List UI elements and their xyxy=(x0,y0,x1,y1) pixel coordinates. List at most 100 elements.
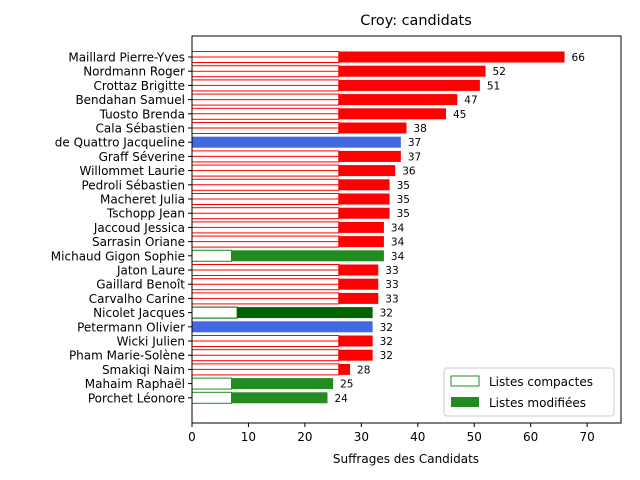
bar-value-label: 66 xyxy=(572,52,586,64)
legend-box xyxy=(443,367,615,417)
bar-modified xyxy=(338,349,373,361)
y-tick-label: Petermann Olivier xyxy=(77,320,185,334)
legend-label-modifiees: Listes modifiées xyxy=(489,396,586,410)
bar-modified xyxy=(338,150,401,162)
y-tick-label: Maillard Pierre-Yves xyxy=(68,51,185,65)
bar-value-label: 33 xyxy=(385,293,398,305)
y-tick-label: Carvalho Carine xyxy=(89,292,185,306)
value-labels-group: 66 52 51 47 45 38 37 37 36 35 35 35 34 34 34 33 33 33 32 32… xyxy=(334,52,585,405)
y-tick-label: Cala Sébastien xyxy=(96,122,185,136)
bar-value-label: 45 xyxy=(453,109,466,121)
x-tick-label: 30 xyxy=(354,430,369,444)
y-tick-label: Wicki Julien xyxy=(117,335,185,349)
bar-value-label: 52 xyxy=(493,66,506,78)
bar-value-label: 25 xyxy=(340,379,353,391)
x-tick-label: 40 xyxy=(410,430,425,444)
y-tick-label: Sarrasin Oriane xyxy=(92,235,185,249)
bar-modified xyxy=(231,250,384,262)
bar-modified xyxy=(338,65,486,77)
x-tick-label: 70 xyxy=(579,430,594,444)
bar-value-label: 36 xyxy=(402,166,416,178)
bar-value-label: 34 xyxy=(391,251,405,263)
y-tick-label: Gaillard Benoît xyxy=(96,278,185,292)
x-axis-label: Suffrages des Candidats xyxy=(333,452,479,466)
bar-modified xyxy=(338,51,565,63)
x-axis: 0 10 20 30 40 50 60 70 xyxy=(188,423,595,444)
x-tick-label: 10 xyxy=(241,430,256,444)
y-tick-label: Jaton Laure xyxy=(116,264,185,278)
bar-compact xyxy=(191,306,238,319)
bar-modified xyxy=(338,292,379,304)
y-tick-label: Jaccoud Jessica xyxy=(93,221,185,235)
bar-value-label: 24 xyxy=(334,393,348,405)
bar-modified xyxy=(338,207,390,219)
bar-compact xyxy=(191,391,233,404)
y-tick-label: Pedroli Sébastien xyxy=(81,178,185,192)
bar-value-label: 32 xyxy=(380,336,393,348)
bar-modified xyxy=(338,335,373,347)
bar-value-label: 35 xyxy=(397,194,410,206)
bar-modified xyxy=(338,278,379,290)
bar-value-label: 37 xyxy=(408,137,421,149)
bar-value-label: 32 xyxy=(380,322,393,334)
bar-compact xyxy=(191,249,233,262)
y-tick-label: de Quattro Jacqueline xyxy=(55,136,185,150)
bar-value-label: 35 xyxy=(397,208,410,220)
x-tick-label: 0 xyxy=(188,430,196,444)
bar-value-label: 33 xyxy=(385,265,398,277)
bar-modified xyxy=(338,108,447,120)
bar-value-label: 37 xyxy=(408,151,421,163)
bar-value-label: 33 xyxy=(385,279,398,291)
x-tick-label: 20 xyxy=(297,430,312,444)
bar-modified xyxy=(231,392,328,404)
y-tick-label: Nicolet Jacques xyxy=(93,306,185,320)
y-tick-label: Willommet Laurie xyxy=(79,164,185,178)
y-tick-label: Macheret Julia xyxy=(100,193,185,207)
bar-value-label: 28 xyxy=(357,364,370,376)
y-tick-label: Bendahan Samuel xyxy=(75,93,185,107)
x-tick-label: 60 xyxy=(523,430,538,444)
x-tick-label: 50 xyxy=(467,430,482,444)
plot-frame xyxy=(191,35,622,424)
bar-value-label: 47 xyxy=(464,95,477,107)
bar-modified xyxy=(338,236,384,248)
bar-value-label: 34 xyxy=(391,237,405,249)
bar-modified xyxy=(338,165,396,177)
bar-modified xyxy=(338,264,379,276)
bar-value-label: 34 xyxy=(391,222,405,234)
y-tick-label: Crottaz Brigitte xyxy=(93,79,185,93)
legend-swatch-compactes xyxy=(450,375,480,387)
bar-modified xyxy=(237,307,373,319)
y-tick-label: Mahaim Raphaël xyxy=(85,377,185,391)
bar-modified xyxy=(231,378,334,390)
bar-modified xyxy=(338,79,480,91)
bar-value-label: 38 xyxy=(414,123,427,135)
bar-value-label: 51 xyxy=(487,80,500,92)
bar-modified xyxy=(338,94,458,106)
bar-modified xyxy=(338,193,390,205)
bar-value-label: 32 xyxy=(380,350,393,362)
y-tick-label: Michaud Gigon Sophie xyxy=(51,249,185,263)
legend-label-compactes: Listes compactes xyxy=(489,375,593,389)
chart-title: Croy: candidats xyxy=(360,13,471,29)
y-tick-label: Pham Marie-Solène xyxy=(69,349,185,363)
bar-modified xyxy=(338,363,351,375)
legend: Listes compactes Listes modifiées xyxy=(443,367,615,417)
bar-modified xyxy=(338,179,390,191)
bar-modified xyxy=(192,321,373,333)
y-tick-label: Tuosto Brenda xyxy=(99,107,185,121)
y-tick-label: Tschopp Jean xyxy=(106,207,185,221)
bar-value-label: 35 xyxy=(397,180,410,192)
y-tick-label: Graff Séverine xyxy=(99,150,185,164)
bar-modified xyxy=(192,136,401,148)
bar-modified xyxy=(338,122,407,134)
legend-swatch-modifiees xyxy=(451,397,479,407)
y-tick-label: Smakiqi Naim xyxy=(102,363,185,377)
y-tick-label: Nordmann Roger xyxy=(83,65,185,79)
bar-modified xyxy=(338,221,384,233)
bar-compact xyxy=(191,377,233,390)
bar-value-label: 32 xyxy=(380,308,393,320)
y-tick-label: Porchet Léonore xyxy=(88,391,185,405)
